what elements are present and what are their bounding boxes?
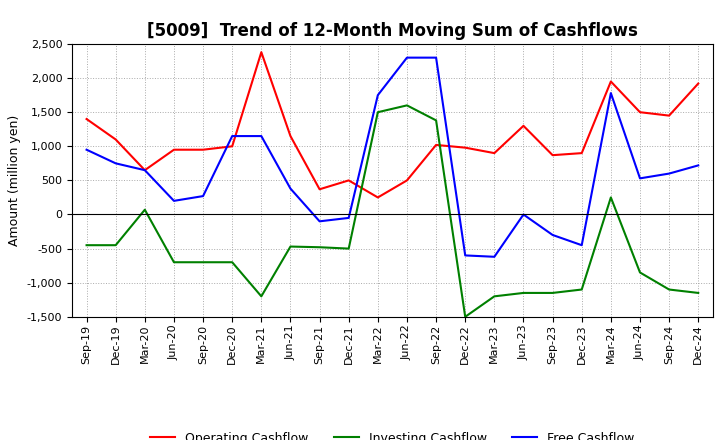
Operating Cashflow [112, 137, 120, 142]
Operating Cashflow [315, 187, 324, 192]
Investing Cashflow [315, 245, 324, 250]
Free Cashflow [577, 242, 586, 248]
Free Cashflow [257, 133, 266, 139]
Free Cashflow [490, 254, 499, 260]
Free Cashflow [636, 176, 644, 181]
Investing Cashflow [82, 242, 91, 248]
Operating Cashflow [286, 133, 294, 139]
Free Cashflow [140, 168, 149, 173]
Investing Cashflow [548, 290, 557, 296]
Investing Cashflow [286, 244, 294, 249]
Free Cashflow [374, 92, 382, 98]
Free Cashflow [82, 147, 91, 152]
Investing Cashflow [461, 314, 469, 319]
Operating Cashflow [82, 116, 91, 121]
Free Cashflow [286, 186, 294, 191]
Free Cashflow [432, 55, 441, 60]
Operating Cashflow [636, 110, 644, 115]
Operating Cashflow [519, 123, 528, 128]
Operating Cashflow [374, 195, 382, 200]
Operating Cashflow [228, 143, 236, 149]
Investing Cashflow [665, 287, 673, 292]
Legend: Operating Cashflow, Investing Cashflow, Free Cashflow: Operating Cashflow, Investing Cashflow, … [145, 427, 639, 440]
Investing Cashflow [257, 294, 266, 299]
Investing Cashflow [170, 260, 179, 265]
Operating Cashflow [577, 150, 586, 156]
Investing Cashflow [636, 270, 644, 275]
Free Cashflow [344, 215, 353, 220]
Investing Cashflow [606, 195, 615, 200]
Operating Cashflow [402, 178, 411, 183]
Operating Cashflow [199, 147, 207, 152]
Line: Operating Cashflow: Operating Cashflow [86, 52, 698, 198]
Free Cashflow [694, 163, 703, 168]
Free Cashflow [461, 253, 469, 258]
Investing Cashflow [228, 260, 236, 265]
Investing Cashflow [490, 294, 499, 299]
Operating Cashflow [665, 113, 673, 118]
Investing Cashflow [344, 246, 353, 251]
Line: Investing Cashflow: Investing Cashflow [86, 105, 698, 317]
Operating Cashflow [694, 81, 703, 86]
Investing Cashflow [374, 110, 382, 115]
Operating Cashflow [344, 178, 353, 183]
Investing Cashflow [402, 103, 411, 108]
Investing Cashflow [519, 290, 528, 296]
Investing Cashflow [112, 242, 120, 248]
Title: [5009]  Trend of 12-Month Moving Sum of Cashflows: [5009] Trend of 12-Month Moving Sum of C… [147, 22, 638, 40]
Operating Cashflow [606, 79, 615, 84]
Operating Cashflow [490, 150, 499, 156]
Operating Cashflow [170, 147, 179, 152]
Investing Cashflow [577, 287, 586, 292]
Free Cashflow [665, 171, 673, 176]
Line: Free Cashflow: Free Cashflow [86, 58, 698, 257]
Free Cashflow [199, 194, 207, 199]
Free Cashflow [112, 161, 120, 166]
Operating Cashflow [432, 142, 441, 147]
Operating Cashflow [140, 168, 149, 173]
Operating Cashflow [257, 50, 266, 55]
Y-axis label: Amount (million yen): Amount (million yen) [8, 115, 21, 246]
Free Cashflow [402, 55, 411, 60]
Operating Cashflow [461, 145, 469, 150]
Investing Cashflow [140, 207, 149, 213]
Operating Cashflow [548, 153, 557, 158]
Investing Cashflow [199, 260, 207, 265]
Free Cashflow [315, 219, 324, 224]
Free Cashflow [606, 91, 615, 96]
Free Cashflow [170, 198, 179, 203]
Investing Cashflow [694, 290, 703, 296]
Free Cashflow [228, 133, 236, 139]
Free Cashflow [548, 232, 557, 238]
Investing Cashflow [432, 118, 441, 123]
Free Cashflow [519, 212, 528, 217]
